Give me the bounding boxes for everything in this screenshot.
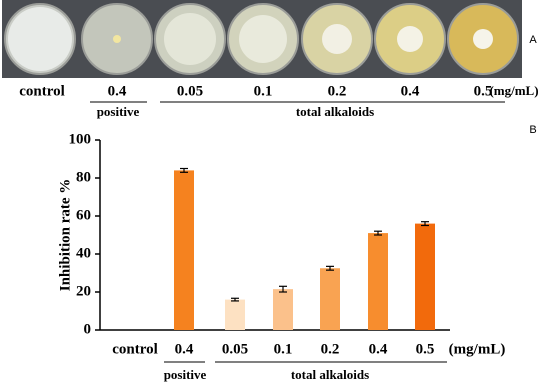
colony: [8, 7, 72, 71]
y-tick-label: 20: [76, 283, 91, 299]
dose-label: 0.5: [474, 83, 493, 99]
bar: [415, 223, 435, 330]
bar: [225, 299, 245, 330]
x-tick-label: 0.2: [321, 341, 340, 357]
dose-label: 0.2: [328, 83, 347, 99]
x-tick-label: 0.1: [274, 341, 293, 357]
colony: [239, 15, 287, 63]
colony: [113, 35, 121, 43]
group-label: positive: [97, 104, 140, 119]
x-tick-label: 0.5: [416, 341, 435, 357]
bar: [320, 268, 340, 330]
unit-label: (mg/mL): [449, 341, 506, 357]
dose-label: 0.4: [401, 83, 420, 99]
y-tick-label: 60: [76, 207, 91, 223]
y-axis-label: Inhibition rate %: [57, 179, 73, 292]
error-bar: [326, 265, 334, 271]
error-bar: [421, 221, 429, 227]
colony: [322, 24, 352, 54]
dose-label: 0.05: [177, 83, 203, 99]
y-tick-label: 40: [76, 245, 91, 261]
group-label: total alkaloids: [296, 104, 374, 119]
error-bar: [231, 297, 239, 302]
x-tick-label: control: [112, 341, 158, 357]
dose-label: 0.4: [108, 83, 127, 99]
dose-label: control: [19, 83, 65, 99]
error-bar: [279, 285, 287, 293]
dose-label: 0.1: [254, 83, 273, 99]
colony: [473, 29, 493, 49]
group-label: positive: [164, 367, 207, 382]
bar: [368, 233, 388, 330]
x-tick-label: 0.05: [222, 341, 248, 357]
y-tick-label: 80: [76, 169, 91, 185]
panel-label: B: [529, 124, 536, 136]
error-bar: [180, 167, 188, 173]
panel-label: A: [529, 34, 537, 46]
y-tick-label: 0: [84, 321, 92, 337]
x-tick-label: 0.4: [175, 341, 194, 357]
y-tick-label: 100: [69, 131, 92, 147]
unit-label: (mg/mL): [489, 83, 538, 98]
bar: [273, 289, 293, 330]
colony: [397, 26, 423, 52]
x-tick-label: 0.4: [369, 341, 388, 357]
colony: [164, 13, 216, 65]
group-label: total alkaloids: [291, 367, 369, 382]
error-bar: [374, 230, 382, 236]
bar: [174, 170, 194, 330]
